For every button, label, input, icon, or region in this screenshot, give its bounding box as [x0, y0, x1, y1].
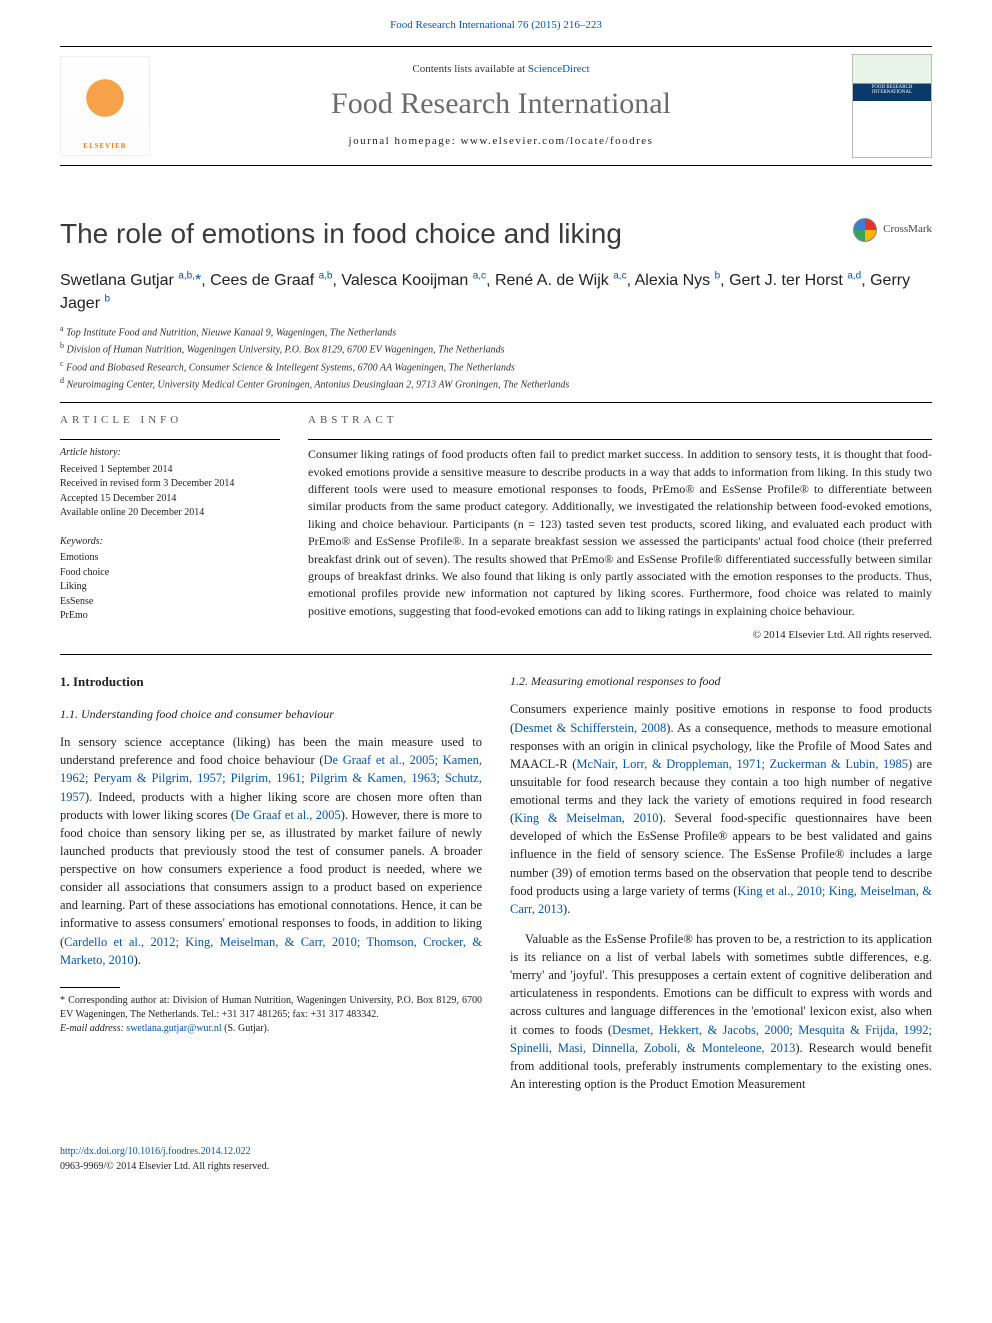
body-columns: 1. Introduction 1.1. Understanding food …	[60, 673, 932, 1105]
affiliation: a Top Institute Food and Nutrition, Nieu…	[60, 323, 932, 340]
doi-link[interactable]: http://dx.doi.org/10.1016/j.foodres.2014…	[60, 1146, 251, 1157]
elsevier-tree-icon	[80, 77, 130, 137]
citation[interactable]: Desmet & Schifferstein, 2008	[514, 721, 666, 735]
history-line: Available online 20 December 2014	[60, 506, 280, 521]
journal-title: Food Research International	[150, 82, 852, 126]
crossmark-icon	[853, 218, 877, 242]
para-1-1: In sensory science acceptance (liking) h…	[60, 733, 482, 969]
meta-abstract-row: ARTICLE INFO Article history: Received 1…	[60, 413, 932, 644]
affiliation: c Food and Biobased Research, Consumer S…	[60, 358, 932, 375]
history-line: Accepted 15 December 2014	[60, 492, 280, 507]
article-header: CrossMark The role of emotions in food c…	[60, 214, 932, 392]
publisher-name: ELSEVIER	[83, 141, 126, 151]
rule-top	[60, 402, 932, 403]
keyword-lines: EmotionsFood choiceLikingEsSensePrEmo	[60, 551, 280, 624]
abstract-col: ABSTRACT Consumer liking ratings of food…	[308, 413, 932, 644]
affiliation-list: a Top Institute Food and Nutrition, Nieu…	[60, 323, 932, 392]
publisher-logo: ELSEVIER	[60, 56, 150, 156]
citation[interactable]: King & Meiselman, 2010	[514, 811, 658, 825]
affiliation: b Division of Human Nutrition, Wageninge…	[60, 340, 932, 357]
citation[interactable]: McNair, Lorr, & Droppleman, 1971; Zucker…	[576, 757, 908, 771]
keyword: Emotions	[60, 551, 280, 566]
history-label: Article history:	[60, 446, 280, 461]
page-footer: http://dx.doi.org/10.1016/j.foodres.2014…	[60, 1145, 932, 1174]
journal-cover-thumb: FOOD RESEARCH INTERNATIONAL	[852, 54, 932, 158]
keyword: PrEmo	[60, 609, 280, 624]
journal-homepage-link[interactable]: www.elsevier.com/locate/foodres	[460, 135, 653, 147]
history-lines: Received 1 September 2014Received in rev…	[60, 463, 280, 521]
keyword: EsSense	[60, 595, 280, 610]
running-head: Food Research International 76 (2015) 21…	[0, 0, 992, 40]
corr-email-link[interactable]: swetlana.gutjar@wur.nl	[126, 1023, 221, 1034]
heading-1-1: 1.1. Understanding food choice and consu…	[60, 706, 482, 723]
running-head-link[interactable]: Food Research International 76 (2015) 21…	[390, 19, 602, 31]
article-title: The role of emotions in food choice and …	[60, 214, 932, 255]
citation[interactable]: Cardello et al., 2012; King, Meiselman, …	[60, 935, 482, 967]
footnotes: * Corresponding author at: Division of H…	[60, 994, 482, 1036]
keyword: Liking	[60, 580, 280, 595]
citation[interactable]: De Graaf et al., 2005	[235, 808, 341, 822]
author-list: Swetlana Gutjar a,b,*, Cees de Graaf a,b…	[60, 269, 932, 315]
affiliation: d Neuroimaging Center, University Medica…	[60, 375, 932, 392]
footnote-rule	[60, 987, 120, 988]
email-line: E-mail address: swetlana.gutjar@wur.nl (…	[60, 1022, 482, 1036]
history-line: Received in revised form 3 December 2014	[60, 477, 280, 492]
abstract-copyright: © 2014 Elsevier Ltd. All rights reserved…	[308, 628, 932, 644]
article-info-col: ARTICLE INFO Article history: Received 1…	[60, 413, 280, 644]
cover-thumb-title: FOOD RESEARCH INTERNATIONAL	[857, 85, 927, 96]
masthead-center: Contents lists available at ScienceDirec…	[150, 62, 852, 149]
contents-line: Contents lists available at ScienceDirec…	[150, 62, 852, 78]
masthead: ELSEVIER Contents lists available at Sci…	[60, 46, 932, 166]
issn-copyright: 0963-9969/© 2014 Elsevier Ltd. All right…	[60, 1161, 269, 1172]
crossmark-label: CrossMark	[883, 222, 932, 238]
history-line: Received 1 September 2014	[60, 463, 280, 478]
abstract-label: ABSTRACT	[308, 413, 932, 429]
journal-homepage: journal homepage: www.elsevier.com/locat…	[150, 134, 852, 150]
crossmark-badge[interactable]: CrossMark	[853, 218, 932, 242]
keyword: Food choice	[60, 566, 280, 581]
abstract-rule	[308, 439, 932, 440]
para-1-2b: Valuable as the EsSense Profile® has pro…	[510, 930, 932, 1093]
sciencedirect-link[interactable]: ScienceDirect	[528, 63, 590, 75]
corresponding-author-note: * Corresponding author at: Division of H…	[60, 994, 482, 1022]
para-1-2a: Consumers experience mainly positive emo…	[510, 700, 932, 918]
article-info-label: ARTICLE INFO	[60, 413, 280, 429]
rule-bottom	[60, 654, 932, 655]
heading-intro: 1. Introduction	[60, 673, 482, 692]
abstract-text: Consumer liking ratings of food products…	[308, 446, 932, 620]
info-rule	[60, 439, 280, 440]
heading-1-2: 1.2. Measuring emotional responses to fo…	[510, 673, 932, 690]
keywords-label: Keywords:	[60, 535, 280, 550]
